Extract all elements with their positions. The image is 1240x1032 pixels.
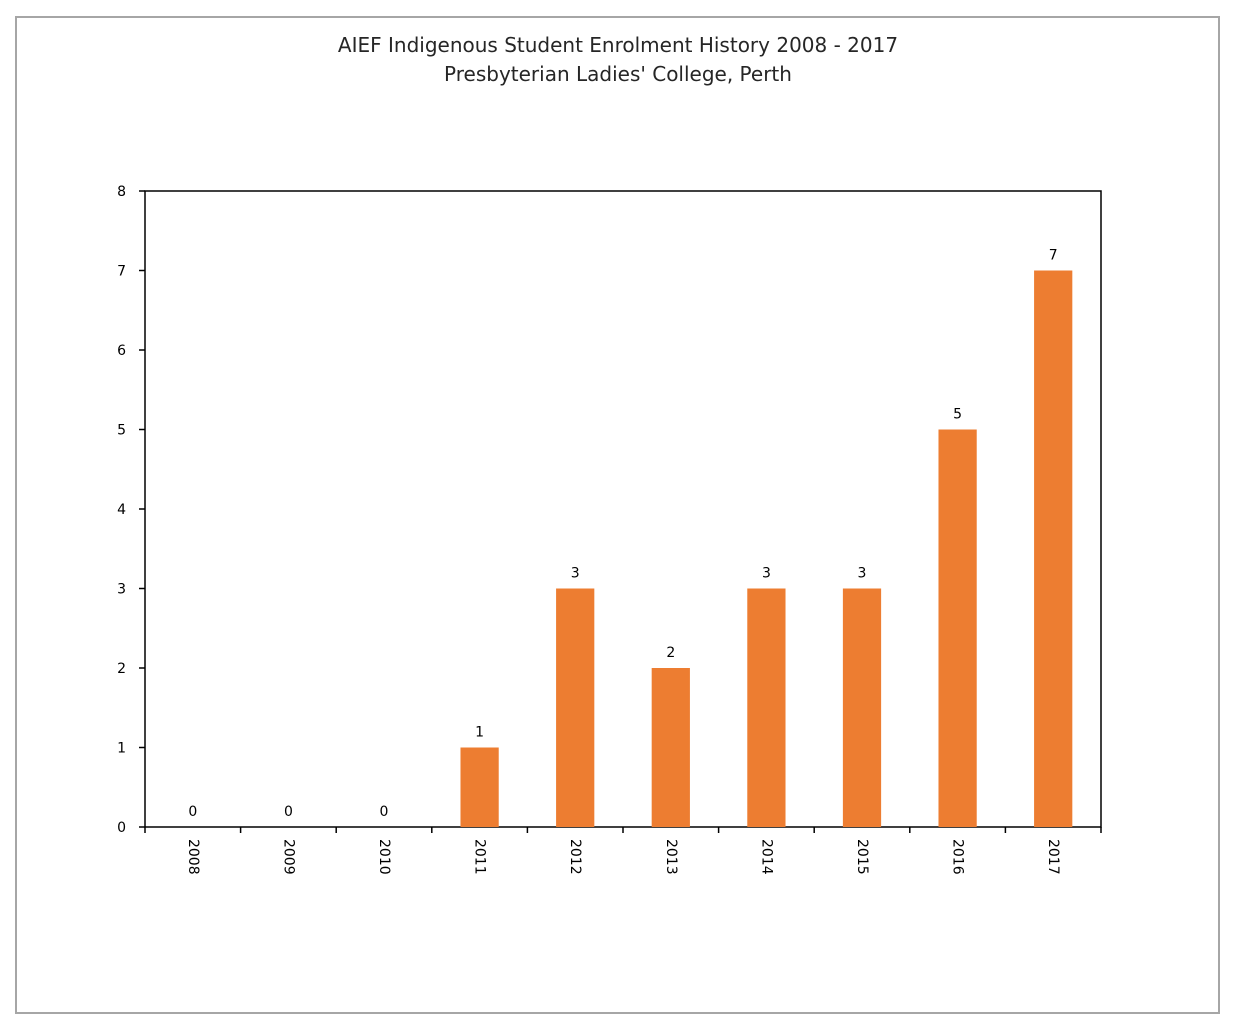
bar-2017 [1034, 270, 1073, 827]
data-label-2014: 3 [762, 566, 771, 582]
x-tick-label: 2014 [758, 839, 774, 875]
y-tick-label: 3 [117, 582, 126, 598]
y-tick-label: 6 [117, 343, 126, 359]
data-label-2011: 1 [475, 725, 484, 741]
bar-2014 [747, 588, 786, 827]
data-label-2008: 0 [188, 804, 197, 820]
bar-series [460, 270, 1073, 827]
x-tick-label: 2011 [472, 839, 488, 875]
data-label-2012: 3 [571, 566, 580, 582]
y-tick-label: 5 [117, 423, 126, 439]
x-tick-label: 2009 [280, 839, 296, 875]
bar-2012 [556, 588, 595, 827]
y-tick-label: 8 [117, 184, 126, 200]
x-tick-label: 2008 [185, 839, 201, 875]
data-label-2015: 3 [858, 566, 867, 582]
chart-frame [15, 16, 1220, 1014]
data-label-2016: 5 [953, 407, 962, 423]
data-label-group: 0 0 0 1 3 2 3 3 5 7 [188, 248, 1057, 821]
y-tick-label: 1 [117, 741, 126, 757]
bar-2013 [651, 668, 690, 827]
data-label-2010: 0 [380, 804, 389, 820]
x-tick-label: 2015 [854, 839, 870, 875]
chart-title: AIEF Indigenous Student Enrolment Histor… [338, 33, 898, 57]
x-tick-label: 2013 [663, 839, 679, 875]
chart-subtitle: Presbyterian Ladies' College, Perth [444, 62, 792, 86]
x-tick-label: 2010 [376, 839, 392, 875]
y-axis: 0 1 2 3 4 5 6 7 8 [117, 184, 145, 836]
x-tick-label: 2016 [950, 839, 966, 875]
x-axis: 2008 2009 2010 2011 2012 2013 2014 2015 2016 2017 [144, 827, 1102, 875]
x-tick-label: 2017 [1045, 839, 1061, 875]
y-tick-label: 0 [117, 820, 126, 836]
data-label-2017: 7 [1049, 248, 1058, 264]
y-tick-label: 2 [117, 661, 126, 677]
x-tick-label: 2012 [567, 839, 583, 875]
data-label-2009: 0 [284, 804, 293, 820]
y-tick-label: 7 [117, 264, 126, 280]
bar-2011 [460, 747, 499, 827]
bar-2015 [842, 588, 882, 827]
data-label-2013: 2 [666, 645, 675, 661]
bar-2016 [938, 429, 977, 827]
y-tick-label: 4 [117, 502, 126, 518]
